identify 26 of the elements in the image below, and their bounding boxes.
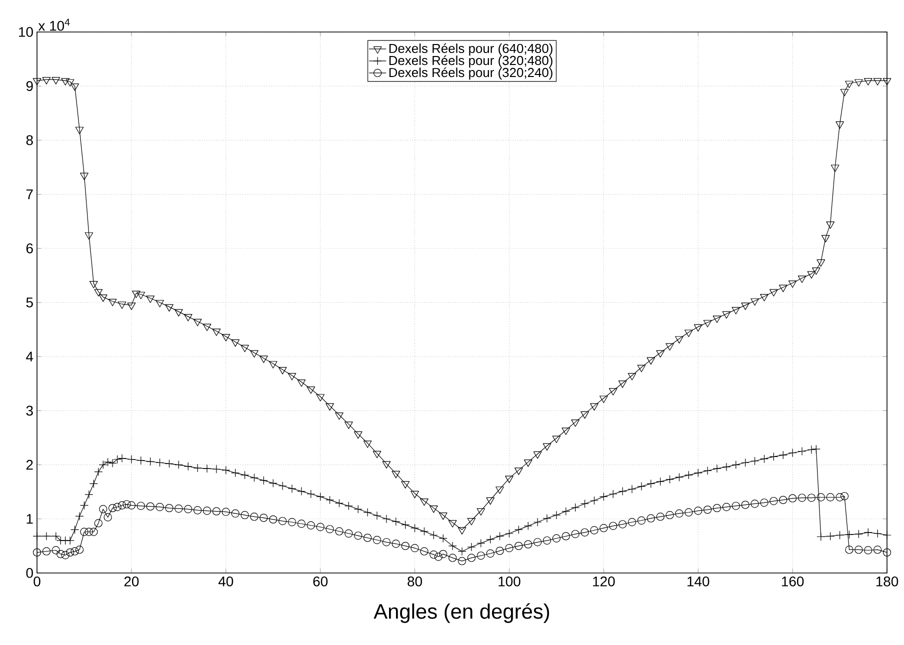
y-tick-label: 7 (26, 189, 33, 200)
y-tick-label: 6 (26, 243, 33, 254)
y-tick-label: 9 (26, 81, 33, 92)
x-tick-label: 40 (218, 576, 234, 586)
y-tick-label: 1 (26, 514, 33, 524)
y-tick-label: 5 (26, 298, 33, 308)
legend-label: Dexels Réels pour (320;240) (389, 67, 552, 80)
x-tick-label: 0 (34, 576, 40, 586)
legend-label: Dexels Réels pour (320;480) (389, 55, 552, 68)
y-tick-label: 4 (26, 352, 34, 362)
x-tick-label: 80 (408, 576, 422, 586)
y-tick-label: 0 (26, 568, 33, 578)
text: x 10$^{4}$ (38, 18, 70, 31)
legend-label: Dexels Réels pour (640;480) (389, 43, 552, 56)
y-tick-label: 3 (26, 406, 33, 416)
x-tick-label: 160 (782, 576, 804, 586)
y-tick-label: 2 (26, 460, 33, 470)
x-tick-label: 100 (498, 576, 520, 586)
x-tick-label: 140 (688, 576, 710, 586)
x-tick-label: 120 (593, 576, 615, 586)
x-tick-label: 20 (124, 576, 139, 586)
y-tick-label: 10 (19, 27, 33, 37)
y-tick-label: 8 (26, 135, 33, 146)
x-axis-title: Angles (en degrés) (374, 603, 550, 623)
x-tick-label: 180 (876, 576, 898, 586)
x-tick-label: 60 (313, 576, 328, 586)
